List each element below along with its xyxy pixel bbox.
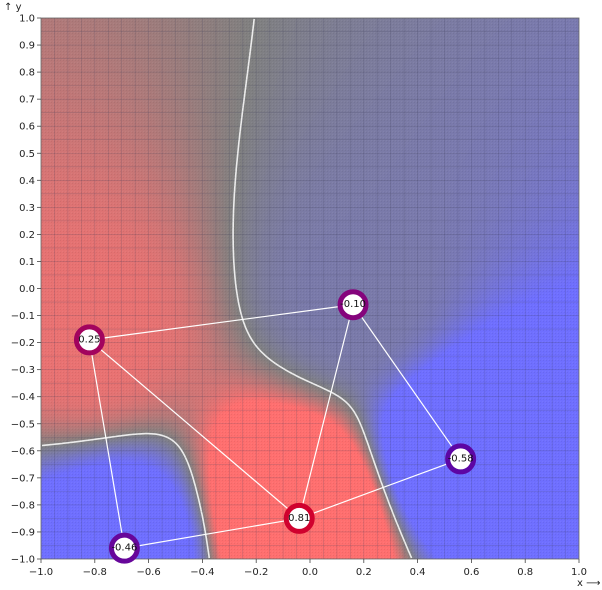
data-point: 0.81: [283, 502, 315, 534]
y-tick-label: 1.0: [19, 14, 35, 25]
y-tick-label: 0.0: [19, 284, 35, 295]
data-point: 0.25: [73, 324, 105, 356]
y-tick-label: −0.2: [11, 338, 35, 349]
zero-contour-line: [41, 18, 413, 559]
data-point-label: 0.25: [78, 334, 100, 345]
y-tick-label: 0.1: [19, 257, 35, 268]
data-point: -0.58: [445, 443, 477, 475]
data-point: -0.46: [108, 532, 140, 564]
x-tick-label: 1.0: [571, 567, 587, 578]
x-axis-title: x ⟶: [577, 578, 600, 589]
y-tick-label: 0.8: [19, 68, 35, 79]
x-tick-label: 0.6: [463, 567, 479, 578]
y-tick-label: 0.3: [19, 203, 35, 214]
x-axis-ticks: −1.0 −0.8 −0.6 −0.4 −0.2 0.0 0.2 0.4 0.6 0.8 1.0: [29, 559, 587, 578]
y-tick-label: 0.6: [19, 122, 35, 133]
y-tick-label: −0.6: [11, 446, 35, 457]
x-tick-label: −0.6: [136, 567, 160, 578]
x-tick-label: 0.8: [517, 567, 533, 578]
y-tick-label: −0.7: [11, 473, 35, 484]
x-tick-label: 0.0: [302, 567, 318, 578]
graph-edge: [124, 517, 300, 549]
graph-edge: [299, 458, 461, 519]
y-axis-title: ↑ y: [4, 2, 22, 13]
y-tick-label: −0.8: [11, 500, 35, 511]
data-point-label: 0.81: [288, 513, 310, 524]
y-tick-label: −0.3: [11, 365, 35, 376]
x-tick-label: −0.2: [244, 567, 268, 578]
zero-contour: [41, 18, 413, 559]
y-tick-label: −0.4: [11, 392, 35, 403]
x-tick-label: −1.0: [29, 567, 53, 578]
y-tick-label: 0.9: [19, 41, 35, 52]
y-tick-label: −0.9: [11, 527, 35, 538]
x-tick-label: −0.8: [83, 567, 107, 578]
x-tick-label: −0.4: [190, 567, 214, 578]
data-point-marker: [445, 443, 477, 475]
y-tick-label: −1.0: [11, 555, 35, 566]
y-tick-label: 0.2: [19, 230, 35, 241]
x-tick-label: 0.2: [356, 567, 372, 578]
data-point-marker: [108, 532, 140, 564]
y-tick-label: −0.1: [11, 311, 35, 322]
graph-edge: [352, 304, 462, 460]
data-point-marker: [283, 502, 315, 534]
y-tick-label: −0.5: [11, 419, 35, 430]
graph-edges: [88, 304, 462, 549]
graph-edge: [88, 339, 125, 549]
data-point-label: -0.58: [448, 453, 474, 464]
graph-edge: [89, 304, 354, 341]
y-tick-label: 0.4: [19, 176, 35, 187]
y-axis-ticks: −1.0 −0.9 −0.8 −0.7 −0.6 −0.5 −0.4 −0.3 −0.2 −0.1…: [11, 14, 41, 566]
x-tick-label: 0.4: [410, 567, 426, 578]
data-point-marker: [73, 324, 105, 356]
graph-edge: [298, 304, 354, 519]
y-tick-label: 0.5: [19, 149, 35, 160]
data-point: -0.10: [337, 289, 369, 321]
data-point-label: -0.46: [111, 543, 137, 554]
data-point-marker: [337, 289, 369, 321]
data-point-label: -0.10: [340, 299, 366, 310]
graph-nodes: 0.25 -0.10 -0.58 0.81 -0.46: [73, 289, 477, 564]
graph-edge: [89, 339, 300, 519]
field-heatmap: [41, 18, 579, 559]
y-tick-label: 0.7: [19, 95, 35, 106]
